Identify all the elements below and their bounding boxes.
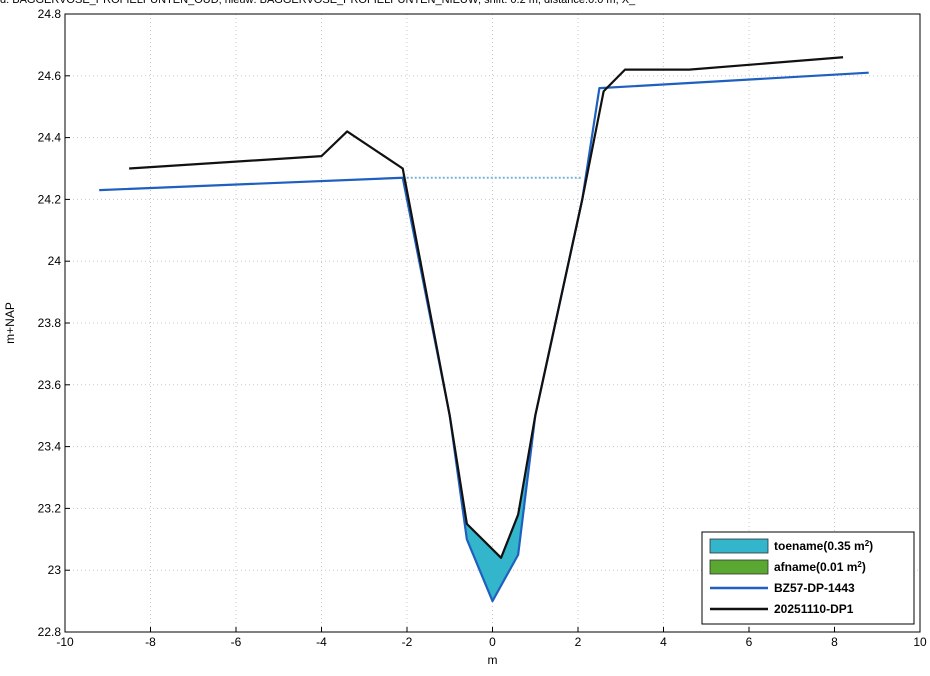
chart-title: d: BAGGERVOSE_PROFIELPUNTEN_OUD; nieuw: …: [0, 0, 636, 6]
legend-label: toename(0.35 m2): [774, 539, 873, 554]
x-axis: -10 -8 -6 -4 -2 0 2 4 6 8 10: [56, 627, 927, 649]
y-tick-label: 24.4: [38, 131, 62, 145]
x-tick-label: -2: [402, 635, 413, 649]
y-axis: 22.8 23 23.2 23.4 23.6 23.8 24 24.2 24.4 24.6 24.8: [38, 7, 70, 639]
x-tick-label: 6: [746, 635, 753, 649]
y-tick-label: 24.6: [38, 69, 62, 83]
x-tick-label: -6: [231, 635, 242, 649]
y-tick-label: 24: [48, 254, 62, 268]
x-tick-label: -4: [316, 635, 327, 649]
legend-label: afname(0.01 m2): [774, 560, 866, 575]
x-tick-label: 4: [660, 635, 667, 649]
y-tick-label: 23.4: [38, 440, 62, 454]
x-axis-label: m: [488, 653, 498, 667]
y-tick-label: 24.8: [38, 7, 62, 21]
legend-swatch: [709, 538, 769, 554]
series-line: [99, 71, 869, 603]
series-line: [129, 56, 844, 559]
x-tick-label: 0: [489, 635, 496, 649]
legend-label: 20251110-DP1: [774, 602, 854, 616]
y-tick-label: 24.2: [38, 192, 62, 206]
x-tick-label: 8: [831, 635, 838, 649]
y-tick-label: 23.6: [38, 378, 62, 392]
y-tick-label: 23: [48, 563, 62, 577]
y-axis-label: m+NAP: [3, 302, 17, 344]
x-tick-label: 2: [575, 635, 582, 649]
x-tick-label: -10: [56, 635, 74, 649]
y-tick-label: 23.2: [38, 501, 62, 515]
x-tick-label: -8: [145, 635, 156, 649]
legend-label: BZ57-DP-1443: [774, 581, 855, 595]
y-tick-label: 23.8: [38, 316, 62, 330]
series-lines: [99, 56, 869, 603]
y-tick-label: 22.8: [38, 625, 62, 639]
x-tick-label: 10: [913, 635, 927, 649]
legend-swatch: [709, 559, 769, 575]
legend: toename(0.35 m2) afname(0.01 m2) BZ57-DP-1…: [701, 531, 915, 625]
